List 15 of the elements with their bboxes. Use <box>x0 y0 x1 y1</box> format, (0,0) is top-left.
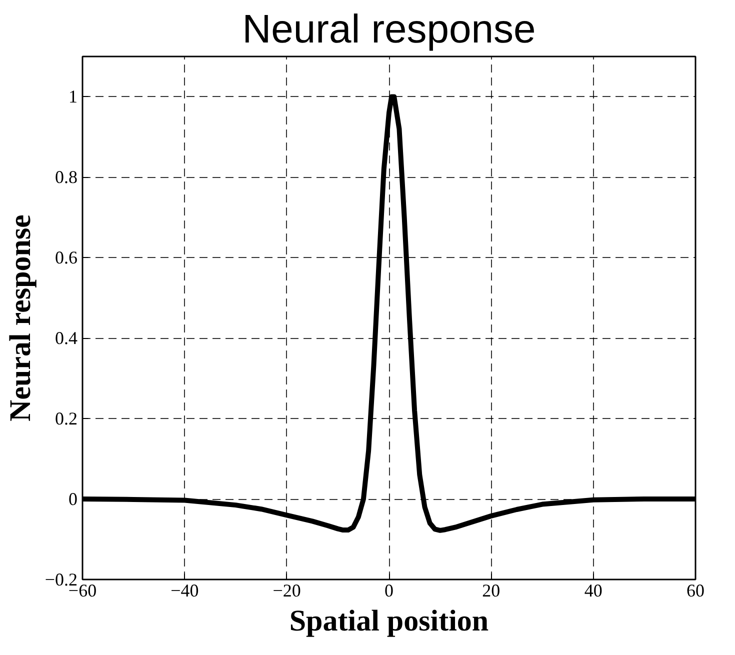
y-tick-label: 0.8 <box>55 167 78 188</box>
x-tick-label: 20 <box>482 580 500 600</box>
x-tick-label: 40 <box>584 580 602 600</box>
x-tick-label: 0 <box>384 580 394 600</box>
y-tick-label: 0.4 <box>55 328 78 348</box>
x-axis-title: Spatial position <box>289 604 489 638</box>
y-tick-label: 0.2 <box>55 408 78 429</box>
y-axis-title: Neural response <box>4 214 37 422</box>
y-tick-label: 0.6 <box>55 248 78 268</box>
x-tick-label: −40 <box>170 580 199 600</box>
x-tick-label: −20 <box>272 580 301 600</box>
x-tick-label: 60 <box>686 580 704 600</box>
chart-title: Neural response <box>242 8 536 52</box>
y-tick-label: 1 <box>68 86 78 107</box>
y-tick-label: 0 <box>68 489 78 510</box>
